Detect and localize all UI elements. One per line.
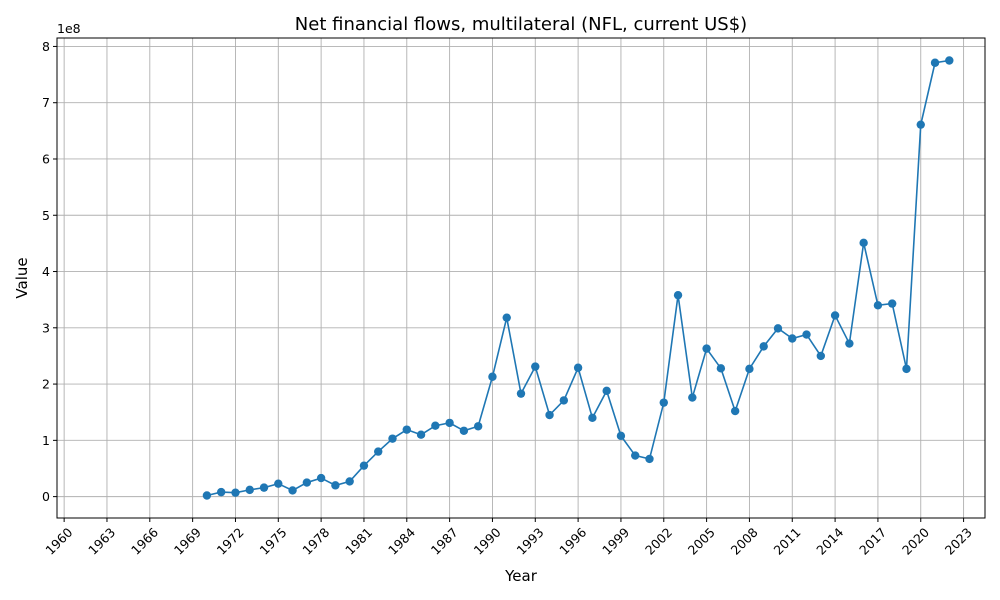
data-point-2021 [930,58,940,67]
data-point-1982 [374,447,383,456]
data-point-1976 [288,486,297,495]
data-point-2011 [788,334,797,343]
data-point-2012 [802,330,811,339]
data-point-2020 [916,120,925,129]
data-point-2002 [659,398,668,407]
y-axis-multiplier: 1e8 [57,21,81,36]
data-point-2019 [902,364,911,374]
x-tick-label: 1993 [513,525,546,558]
data-point-1979 [331,481,340,490]
data-point-2017 [873,301,883,310]
data-point-1993 [531,362,540,371]
x-tick-label: 1987 [428,525,461,558]
data-point-1981 [359,461,369,470]
y-axis-label: Value [13,257,31,298]
y-axis-ticks: 0 1 2 3 4 5 6 7 8 [42,39,57,504]
data-point-1990 [488,372,497,381]
data-point-2003 [673,290,683,300]
x-tick-label: 1984 [385,525,418,558]
x-tick-label: 2002 [642,525,675,558]
data-point-1988 [459,426,469,435]
x-tick-label: 1960 [42,525,75,558]
data-point-1984 [402,425,411,434]
x-axis-ticks: 1960 1963 1966 1969 1972 1975 1978 1981 1984 1987… [42,518,975,558]
data-point-1999 [616,431,626,441]
x-tick-label: 1975 [256,525,289,558]
data-point-2009 [759,342,768,351]
x-tick-label: 1963 [85,525,118,558]
y-tick-label: 2 [42,377,50,392]
data-point-1975 [274,479,283,488]
data-point-1992 [516,389,526,398]
y-tick-label: 7 [42,95,50,110]
x-tick-label: 1996 [556,525,589,558]
data-point-1997 [588,413,597,423]
x-tick-label: 1972 [214,525,247,558]
data-point-2004 [688,393,697,402]
data-point-1985 [416,430,426,439]
data-point-1995 [559,396,569,405]
data-point-1973 [245,485,254,495]
x-axis-label: Year [504,567,538,585]
data-point-1998 [602,386,611,396]
x-tick-label: 2008 [728,525,761,558]
data-point-1987 [445,418,454,428]
data-point-1974 [259,483,269,492]
data-point-1983 [388,434,397,443]
data-point-2013 [816,351,826,361]
y-tick-label: 4 [42,264,50,279]
data-point-1994 [545,410,554,420]
x-tick-label: 2020 [899,525,932,558]
y-tick-label: 0 [42,489,50,504]
data-point-2007 [730,406,740,416]
data-point-1991 [502,313,511,322]
y-tick-label: 8 [42,39,50,54]
data-point-1970 [202,491,212,500]
data-point-2022 [945,56,954,65]
x-tick-label: 1999 [599,525,632,558]
y-tick-label: 5 [42,208,50,223]
data-point-1989 [473,422,483,431]
y-tick-label: 6 [42,151,50,166]
data-point-1972 [231,488,240,497]
y-tick-label: 1 [42,433,50,448]
data-point-2014 [830,311,840,320]
x-tick-label: 2014 [813,525,846,558]
x-tick-label: 2017 [856,525,889,558]
data-point-2005 [702,344,711,353]
data-point-2010 [773,324,783,333]
y-tick-label: 3 [42,320,50,335]
x-tick-label: 2011 [770,525,803,558]
data-point-1977 [302,478,312,487]
plot-frame [56,37,986,519]
data-point-2015 [845,339,854,348]
x-tick-label: 1978 [299,525,332,558]
data-point-2016 [859,238,868,248]
data-point-1986 [431,421,440,430]
x-tick-label: 1969 [171,525,204,558]
data-point-1971 [216,487,226,497]
data-point-1978 [316,473,326,483]
data-point-2001 [645,454,654,464]
grid [57,38,985,518]
data-point-2018 [888,299,897,308]
x-tick-label: 1990 [471,525,504,558]
data-point-2006 [716,364,726,373]
data-point-1980 [345,477,354,486]
x-tick-label: 1981 [342,525,375,558]
chart-title: Net financial flows, multilateral (NFL, … [295,14,747,35]
data-point-1996 [573,363,583,372]
x-tick-label: 2005 [685,525,718,558]
x-tick-label: 2023 [942,525,975,558]
x-tick-label: 1966 [128,525,161,558]
series [202,56,954,500]
data-point-2008 [745,364,754,374]
data-point-2000 [631,451,640,460]
